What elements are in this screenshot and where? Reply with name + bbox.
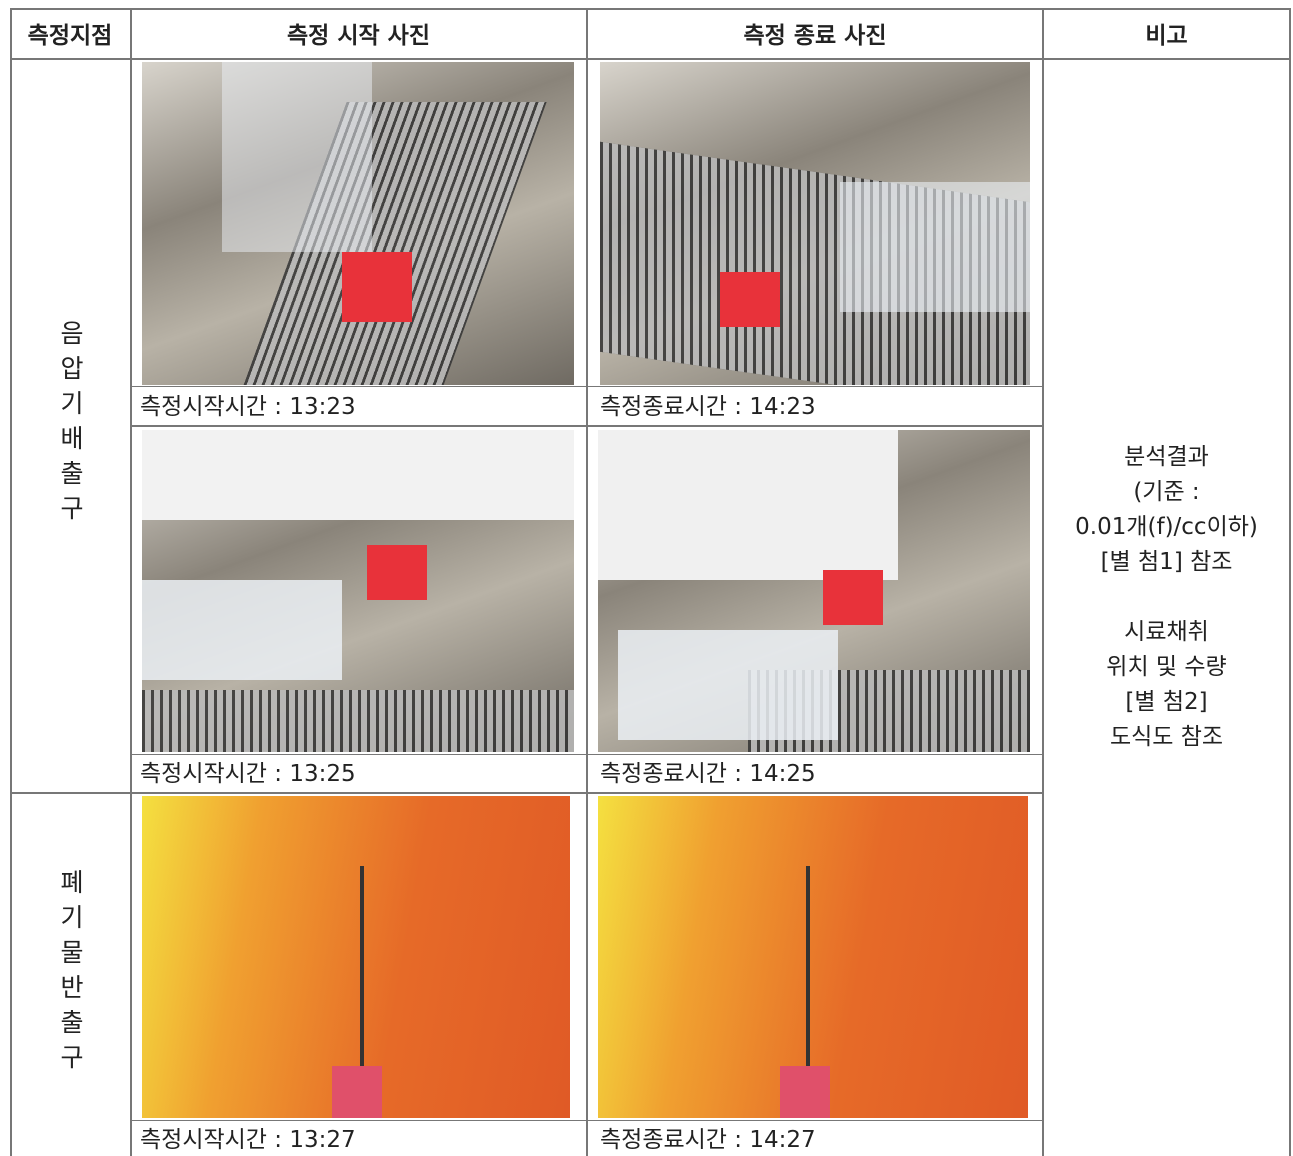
- remark-paragraph: 분석결과 (기준 : 0.01개(f)/cc이하) [별 첨1] 참조: [1043, 440, 1290, 580]
- caption: 측정종료시간 : 14:23: [600, 394, 816, 420]
- column-header: 비고: [1145, 23, 1188, 49]
- column-header: 측정지점: [27, 23, 113, 49]
- location: 음압기배출구: [56, 320, 85, 530]
- photo: [600, 62, 1030, 385]
- remark-line: [별 첨1] 참조: [1100, 549, 1233, 575]
- column-header: 측정 시작 사진: [287, 23, 430, 49]
- photo: [142, 430, 574, 752]
- photo: [142, 796, 570, 1118]
- caption: 측정시작시간 : 13:23: [140, 394, 356, 420]
- caption: 측정종료시간 : 14:27: [600, 1127, 816, 1153]
- remark-line: 분석결과: [1124, 444, 1209, 470]
- remark-line: 위치 및 수량: [1106, 654, 1227, 680]
- photo: [598, 796, 1028, 1118]
- remark-line: [별 첨2]: [1125, 689, 1208, 715]
- caption: 측정시작시간 : 13:25: [140, 761, 356, 787]
- caption: 측정종료시간 : 14:25: [600, 761, 816, 787]
- photo: [598, 430, 1030, 752]
- caption: 측정시작시간 : 13:27: [140, 1127, 356, 1153]
- column-header: 측정 종료 사진: [743, 23, 887, 49]
- remark-line: 0.01개(f)/cc이하): [1075, 514, 1258, 540]
- remark-line: 도식도 참조: [1109, 724, 1224, 750]
- remark-line: (기준 :: [1133, 479, 1200, 505]
- location: 폐기물반출구: [56, 869, 85, 1079]
- remark-line: 시료채취: [1124, 619, 1209, 645]
- photo: [142, 62, 574, 385]
